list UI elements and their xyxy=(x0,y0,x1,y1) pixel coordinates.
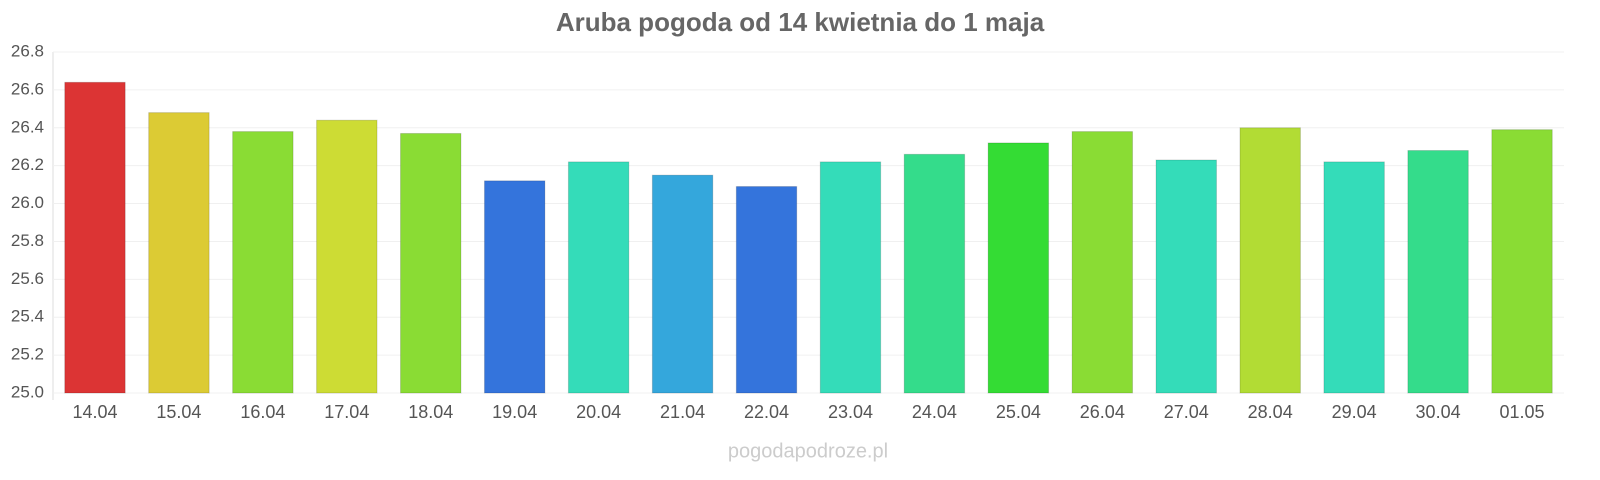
x-tick-label: 27.04 xyxy=(1164,402,1209,422)
x-tick-label: 21.04 xyxy=(660,402,705,422)
x-tick-label: 18.04 xyxy=(408,402,453,422)
bar xyxy=(483,180,546,394)
y-tick-label: 25.8 xyxy=(11,231,44,250)
bar xyxy=(735,186,798,394)
y-tick-label: 26.4 xyxy=(11,117,44,136)
x-tick-label: 15.04 xyxy=(156,402,201,422)
bar xyxy=(316,119,378,394)
y-tick-label: 26.6 xyxy=(11,79,44,98)
bar xyxy=(400,132,462,394)
bar xyxy=(64,81,126,394)
bar xyxy=(651,174,714,394)
y-tick-label: 26.2 xyxy=(11,155,44,174)
x-tick-label: 28.04 xyxy=(1248,402,1293,422)
x-tick-label: 24.04 xyxy=(912,402,957,422)
x-tick-label: 01.05 xyxy=(1500,402,1545,422)
bar xyxy=(232,131,294,394)
y-tick-label: 25.0 xyxy=(11,382,44,401)
bar xyxy=(903,153,966,394)
x-tick-label: 22.04 xyxy=(744,402,789,422)
y-tick-label: 25.2 xyxy=(11,345,44,364)
watermark: pogodapodroze.pl xyxy=(728,440,888,462)
x-tick-label: 26.04 xyxy=(1080,402,1125,422)
bar xyxy=(1071,131,1134,394)
bar xyxy=(1239,127,1301,394)
bar xyxy=(1407,150,1469,394)
bar xyxy=(148,112,210,394)
y-tick-label: 26.0 xyxy=(11,193,44,212)
bar xyxy=(819,161,882,394)
x-tick-label: 25.04 xyxy=(996,402,1041,422)
chart-title: Aruba pogoda od 14 kwietnia do 1 maja xyxy=(556,7,1045,37)
x-tick-label: 30.04 xyxy=(1416,402,1461,422)
x-tick-label: 14.04 xyxy=(72,402,117,422)
bar xyxy=(1491,129,1553,394)
y-tick-label: 26.8 xyxy=(11,41,44,60)
bar xyxy=(1323,161,1385,394)
x-tick-label: 23.04 xyxy=(828,402,873,422)
x-tick-label: 29.04 xyxy=(1332,402,1377,422)
x-tick-label: 16.04 xyxy=(240,402,285,422)
x-tick-label: 20.04 xyxy=(576,402,621,422)
y-tick-label: 25.4 xyxy=(11,307,44,326)
x-tick-label: 19.04 xyxy=(492,402,537,422)
bar xyxy=(1155,159,1217,394)
x-tick-label: 17.04 xyxy=(324,402,369,422)
bar xyxy=(987,142,1050,394)
y-tick-label: 25.6 xyxy=(11,269,44,288)
bar xyxy=(567,161,630,394)
